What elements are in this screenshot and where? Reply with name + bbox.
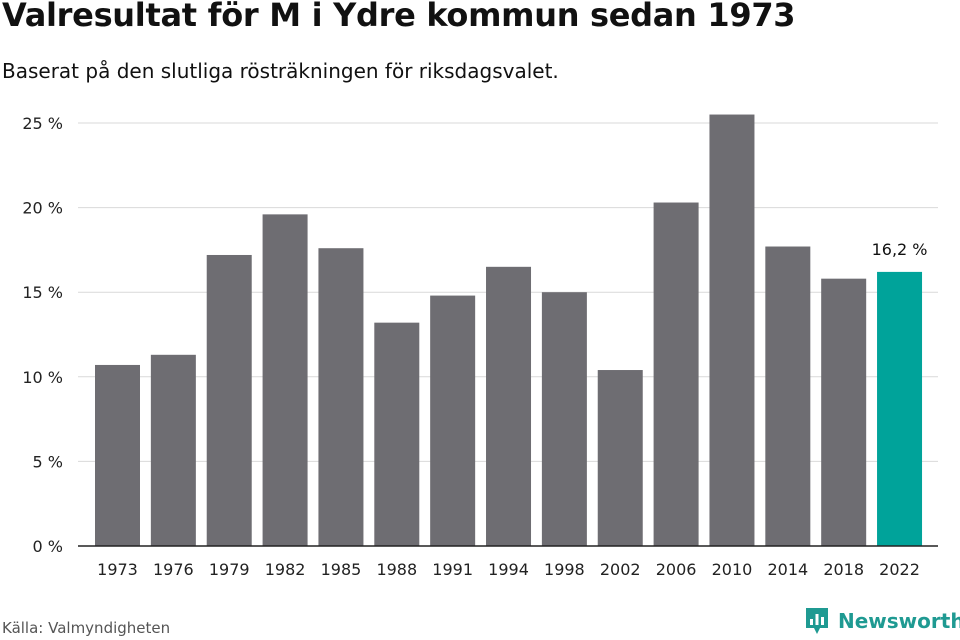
x-tick-label: 2022 xyxy=(879,560,920,579)
y-tick-label: 15 % xyxy=(22,283,63,302)
chart-title: Valresultat för M i Ydre kommun sedan 19… xyxy=(2,0,796,34)
y-tick-label: 10 % xyxy=(22,368,63,387)
y-tick-label: 0 % xyxy=(33,537,63,556)
bar-2002 xyxy=(597,370,643,546)
x-tick-label: 1988 xyxy=(376,560,417,579)
bar-1991 xyxy=(430,295,476,546)
x-tick-label: 1991 xyxy=(432,560,473,579)
x-tick-label: 2006 xyxy=(656,560,697,579)
bar-2018 xyxy=(821,278,867,546)
chart-subtitle: Baserat på den slutliga rösträkningen fö… xyxy=(2,59,559,83)
x-tick-label: 1985 xyxy=(321,560,362,579)
brand-logo: Newsworthy xyxy=(804,606,960,636)
y-tick-label: 20 % xyxy=(22,199,63,218)
x-tick-label: 1994 xyxy=(488,560,529,579)
x-tick-label: 1973 xyxy=(97,560,138,579)
bar-2006 xyxy=(653,202,699,547)
bar-2014 xyxy=(765,246,811,547)
bar-1994 xyxy=(486,266,532,546)
brand-name: Newsworthy xyxy=(838,609,960,633)
bar-1976 xyxy=(150,354,196,546)
x-tick-label: 2010 xyxy=(712,560,753,579)
bar-1988 xyxy=(374,322,420,546)
source-note: Källa: Valmyndigheten xyxy=(2,619,171,637)
x-tick-label: 1982 xyxy=(265,560,306,579)
x-tick-label: 2018 xyxy=(823,560,864,579)
y-tick-label: 5 % xyxy=(33,452,63,471)
bar-2022 xyxy=(877,271,923,546)
bar-1982 xyxy=(262,214,308,547)
x-tick-label: 2002 xyxy=(600,560,641,579)
bar-1985 xyxy=(318,248,364,546)
y-tick-label: 25 % xyxy=(22,114,63,133)
data-label-2022: 16,2 % xyxy=(872,240,928,259)
x-tick-label: 1976 xyxy=(153,560,194,579)
newsworthy-logo-icon xyxy=(806,608,828,634)
x-tick-label: 1998 xyxy=(544,560,585,579)
bar-1979 xyxy=(206,254,252,546)
x-tick-label: 1979 xyxy=(209,560,250,579)
bar-2010 xyxy=(709,114,755,546)
x-tick-label: 2014 xyxy=(767,560,808,579)
bar-1973 xyxy=(95,364,140,546)
bar-1998 xyxy=(541,292,587,546)
